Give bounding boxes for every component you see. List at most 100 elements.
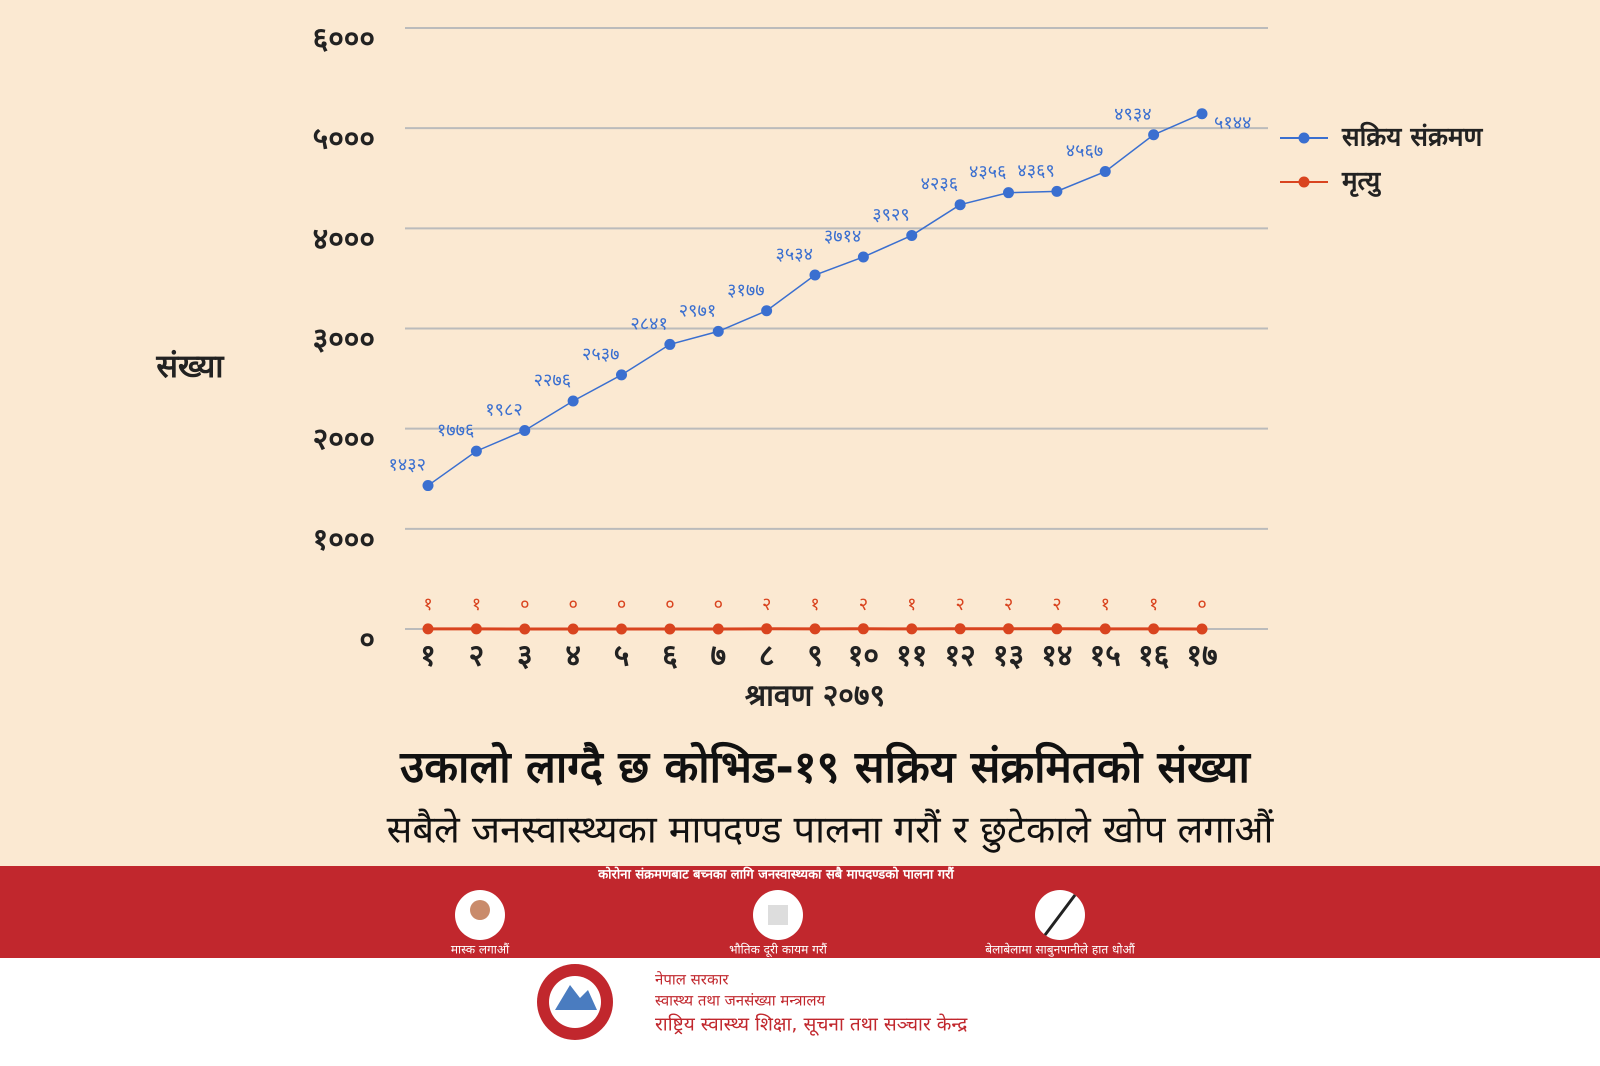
data-point xyxy=(761,305,773,317)
data-point xyxy=(470,623,482,635)
data-point xyxy=(954,623,966,635)
data-point xyxy=(906,229,918,241)
value-label: १ xyxy=(472,594,481,615)
banner-item: बेलाबेलामा साबुनपानीले हात धोऔं xyxy=(985,943,1135,958)
legend-marker xyxy=(1298,176,1310,188)
y-tick-label: ० xyxy=(359,623,375,658)
data-point xyxy=(712,623,724,635)
x-tick-label: ६ xyxy=(662,639,678,674)
data-point xyxy=(470,445,482,457)
data-point xyxy=(1148,623,1160,635)
value-label: ० xyxy=(520,594,529,615)
data-point xyxy=(519,424,531,436)
data-point xyxy=(1099,623,1111,635)
data-point xyxy=(954,199,966,211)
value-label: ४३५६ xyxy=(969,162,1006,183)
value-label: ४३६९ xyxy=(1017,160,1054,181)
value-label: १ xyxy=(907,594,916,615)
x-tick-label: १२ xyxy=(945,639,976,674)
y-tick-label: २००० xyxy=(313,422,375,457)
legend-marker xyxy=(1298,132,1310,144)
value-label: २८४१ xyxy=(630,313,667,334)
x-tick-label: ९ xyxy=(807,639,823,674)
value-label: २ xyxy=(762,594,771,615)
data-point xyxy=(1099,166,1111,178)
footer xyxy=(0,958,1600,1066)
data-point xyxy=(1051,185,1063,197)
x-tick-label: १४ xyxy=(1041,639,1072,674)
emblem xyxy=(537,964,613,1040)
x-tick-label: २ xyxy=(469,639,485,674)
value-label: १४३२ xyxy=(389,455,426,476)
value-label: ४५६७ xyxy=(1066,141,1103,162)
y-axis-label: संख्या xyxy=(155,347,225,385)
data-point xyxy=(1051,623,1063,635)
icon xyxy=(768,905,788,925)
x-tick-label: ११ xyxy=(896,639,927,674)
banner-text: कोरोना संक्रमणबाट बच्नका लागि जनस्वास्थ्… xyxy=(597,867,954,883)
data-point xyxy=(906,623,918,635)
y-tick-label: ३००० xyxy=(313,322,375,357)
data-point xyxy=(761,623,773,635)
value-label: ४९३४ xyxy=(1114,104,1151,125)
value-label: १९८२ xyxy=(485,399,522,420)
data-point xyxy=(809,269,821,281)
data-point xyxy=(1003,187,1014,199)
y-tick-label: १००० xyxy=(313,522,375,557)
x-tick-label: १७ xyxy=(1186,639,1217,674)
data-point xyxy=(664,623,676,635)
data-point xyxy=(567,623,579,635)
data-point xyxy=(664,338,676,350)
value-label: १ xyxy=(1101,594,1110,615)
data-point xyxy=(422,623,434,635)
value-label: २ xyxy=(1004,594,1013,615)
legend-label: सक्रिय संक्रमण xyxy=(1341,122,1484,153)
value-label: १७७६ xyxy=(437,420,474,441)
value-label: १ xyxy=(810,594,819,615)
value-label: ३५३४ xyxy=(776,244,813,265)
footer-line: स्वास्थ्य तथा जनसंख्या मन्त्रालय xyxy=(655,992,826,1010)
data-point xyxy=(616,369,627,381)
x-tick-label: ५ xyxy=(614,639,630,674)
data-point xyxy=(1196,108,1208,120)
x-tick-label: ३ xyxy=(517,639,533,674)
data-point xyxy=(1003,623,1014,635)
headline-title: उकालो लाग्दै छ कोभिड-१९ सक्रिय संक्रमितक… xyxy=(399,741,1251,793)
data-point xyxy=(857,623,869,635)
value-label: २५३७ xyxy=(582,344,619,365)
x-tick-label: १३ xyxy=(993,639,1024,674)
y-tick-label: ६००० xyxy=(313,22,375,57)
x-axis-label: श्रावण २०७९ xyxy=(745,679,885,714)
data-point xyxy=(519,623,531,635)
value-label: २ xyxy=(859,594,868,615)
legend-label: मृत्यु xyxy=(1341,167,1381,198)
emblem-mountain xyxy=(555,985,597,1010)
headline-subtitle: सबैले जनस्वास्थ्यका मापदण्ड पालना गरौं र… xyxy=(387,808,1275,854)
data-point xyxy=(567,395,579,407)
data-point xyxy=(1148,129,1160,141)
value-label: ३९२९ xyxy=(872,204,909,225)
background xyxy=(0,0,1600,866)
footer-line: नेपाल सरकार xyxy=(655,971,729,989)
value-label: ० xyxy=(714,594,723,615)
x-tick-label: ७ xyxy=(710,639,726,674)
value-label: ० xyxy=(665,594,674,615)
value-label: ० xyxy=(617,594,626,615)
data-point xyxy=(857,251,869,263)
data-point xyxy=(616,623,627,635)
y-tick-label: ५००० xyxy=(313,122,375,157)
x-tick-label: १५ xyxy=(1090,639,1121,674)
footer-line: राष्ट्रिय स्वास्थ्य शिक्षा, सूचना तथा सञ… xyxy=(655,1013,968,1037)
value-label: २ xyxy=(1052,594,1061,615)
banner-item: भौतिक दूरी कायम गरौं xyxy=(729,943,828,958)
x-tick-label: १ xyxy=(420,639,436,674)
value-label: १ xyxy=(423,594,432,615)
y-tick-label: ४००० xyxy=(313,222,375,257)
icon xyxy=(1043,894,1077,936)
value-label: २२७६ xyxy=(534,370,571,391)
value-label: ५१४४ xyxy=(1214,113,1251,134)
data-point xyxy=(422,480,434,492)
x-tick-label: १० xyxy=(848,639,879,674)
